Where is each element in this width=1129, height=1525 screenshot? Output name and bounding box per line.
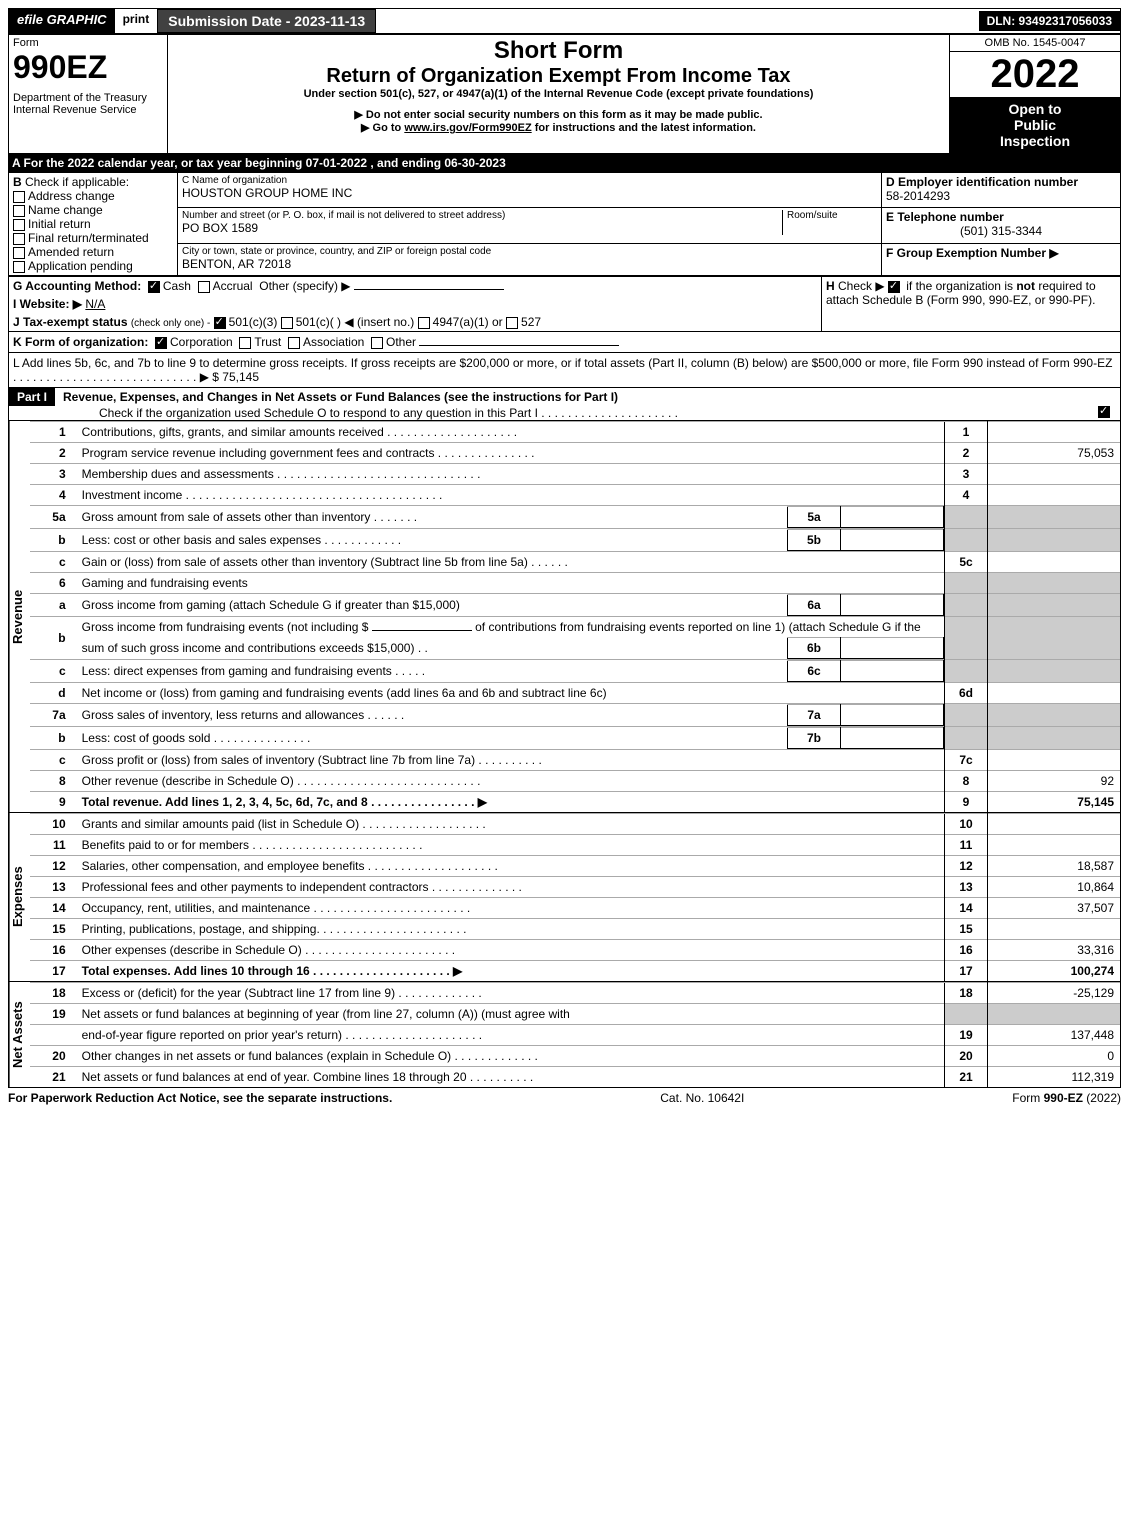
line-7c-amount (988, 750, 1121, 771)
note-link: ▶ Go to www.irs.gov/Form990EZ for instru… (172, 121, 945, 134)
checkbox-assoc[interactable] (288, 337, 300, 349)
e-tel-label: E Telephone number (886, 210, 1004, 224)
city-label: City or town, state or province, country… (182, 246, 877, 257)
line-13-amount: 10,864 (988, 877, 1121, 898)
g-label: G Accounting Method: (13, 279, 141, 293)
checkbox-other-org[interactable] (371, 337, 383, 349)
note-ssn: ▶ Do not enter social security numbers o… (172, 108, 945, 121)
line-10-amount (988, 814, 1121, 835)
line-16-amount: 33,316 (988, 940, 1121, 961)
expense-lines: 10Grants and similar amounts paid (list … (30, 813, 1120, 981)
line-9-amount: 75,145 (988, 792, 1121, 813)
line-2-amount: 75,053 (988, 443, 1121, 464)
room-suite-label: Room/suite (782, 210, 877, 235)
checkbox-amended[interactable] (13, 247, 25, 259)
revenue-lines: 1Contributions, gifts, grants, and simil… (30, 421, 1120, 812)
line-5c-amount (988, 552, 1121, 573)
part-1-label: Part I (9, 388, 55, 406)
line-19-amount: 137,448 (988, 1025, 1121, 1046)
section-k: K Form of organization: Corporation Trus… (8, 332, 1121, 353)
website-value: N/A (85, 297, 105, 311)
revenue-section-label: Revenue (9, 421, 30, 812)
j-label: J Tax-exempt status (13, 315, 128, 329)
dept-irs: Internal Revenue Service (13, 104, 163, 116)
form-label: Form (13, 37, 163, 49)
footer-right: Form 990-EZ (2022) (1012, 1091, 1121, 1105)
checkbox-final-return[interactable] (13, 233, 25, 245)
line-15-amount (988, 919, 1121, 940)
footer-center: Cat. No. 10642I (660, 1091, 744, 1105)
c-name-label: C Name of organization (182, 175, 877, 186)
section-b-label: B (13, 175, 22, 189)
ein-value: 58-2014293 (886, 189, 950, 203)
checkbox-schedule-o[interactable] (1098, 406, 1110, 418)
submission-date: Submission Date - 2023-11-13 (157, 9, 376, 33)
netassets-section-label: Net Assets (9, 982, 30, 1087)
section-l: L Add lines 5b, 6c, and 7b to line 9 to … (8, 353, 1121, 388)
street-label: Number and street (or P. O. box, if mail… (182, 210, 782, 221)
checkbox-h[interactable] (888, 281, 900, 293)
inspection-box: Open to Public Inspection (950, 97, 1120, 153)
efile-label: efile GRAPHIC (9, 9, 115, 33)
part-1-title: Revenue, Expenses, and Changes in Net As… (55, 390, 618, 404)
page-footer: For Paperwork Reduction Act Notice, see … (8, 1088, 1121, 1105)
line-3-amount (988, 464, 1121, 485)
checkbox-name-change[interactable] (13, 205, 25, 217)
line-18-amount: -25,129 (988, 983, 1121, 1004)
dln-label: DLN: 93492317056033 (979, 11, 1120, 31)
line-1-amount (988, 422, 1121, 443)
tel-value: (501) 315-3344 (886, 224, 1116, 238)
line-4-amount (988, 485, 1121, 506)
checkbox-501c3[interactable] (214, 317, 226, 329)
dept-treasury: Department of the Treasury (13, 92, 163, 104)
checkbox-accrual[interactable] (198, 281, 210, 293)
gross-receipts: 75,145 (222, 370, 259, 384)
accounting-status: G Accounting Method: Cash Accrual Other … (8, 276, 1121, 332)
entity-info: B Check if applicable: Address change Na… (8, 172, 1121, 276)
netasset-lines: 18Excess or (deficit) for the year (Subt… (30, 982, 1120, 1087)
part-1-check-note: Check if the organization used Schedule … (99, 406, 678, 420)
i-label: I Website: ▶ (13, 297, 82, 311)
city-value: BENTON, AR 72018 (182, 257, 877, 271)
checkbox-pending[interactable] (13, 261, 25, 273)
form-header: Form 990EZ Department of the Treasury In… (8, 34, 1121, 154)
checkbox-501c[interactable] (281, 317, 293, 329)
line-6d-amount (988, 683, 1121, 704)
line-12-amount: 18,587 (988, 856, 1121, 877)
expenses-section-label: Expenses (9, 813, 30, 981)
line-21-amount: 112,319 (988, 1067, 1121, 1088)
checkbox-trust[interactable] (239, 337, 251, 349)
check-if-applicable: Check if applicable: (25, 175, 129, 189)
checkbox-cash[interactable] (148, 281, 160, 293)
form-number: 990EZ (13, 49, 163, 86)
checkbox-4947[interactable] (418, 317, 430, 329)
top-bar: efile GRAPHIC print Submission Date - 20… (8, 8, 1121, 34)
line-20-amount: 0 (988, 1046, 1121, 1067)
checkbox-address-change[interactable] (13, 191, 25, 203)
checkbox-corp[interactable] (155, 337, 167, 349)
print-link[interactable]: print (115, 9, 158, 33)
subtitle: Under section 501(c), 527, or 4947(a)(1)… (172, 88, 945, 100)
tax-year: 2022 (950, 52, 1120, 97)
title-short-form: Short Form (172, 37, 945, 65)
checkbox-initial-return[interactable] (13, 219, 25, 231)
f-group-label: F Group Exemption Number ▶ (886, 246, 1059, 260)
d-ein-label: D Employer identification number (886, 175, 1078, 189)
footer-left: For Paperwork Reduction Act Notice, see … (8, 1091, 392, 1105)
street-value: PO BOX 1589 (182, 221, 782, 235)
section-a: A For the 2022 calendar year, or tax yea… (8, 154, 1121, 172)
line-14-amount: 37,507 (988, 898, 1121, 919)
line-17-amount: 100,274 (988, 961, 1121, 982)
checkbox-527[interactable] (506, 317, 518, 329)
line-11-amount (988, 835, 1121, 856)
org-name: HOUSTON GROUP HOME INC (182, 186, 877, 200)
irs-link[interactable]: www.irs.gov/Form990EZ (404, 122, 531, 134)
line-8-amount: 92 (988, 771, 1121, 792)
title-return: Return of Organization Exempt From Incom… (172, 65, 945, 88)
omb-number: OMB No. 1545-0047 (950, 35, 1120, 52)
